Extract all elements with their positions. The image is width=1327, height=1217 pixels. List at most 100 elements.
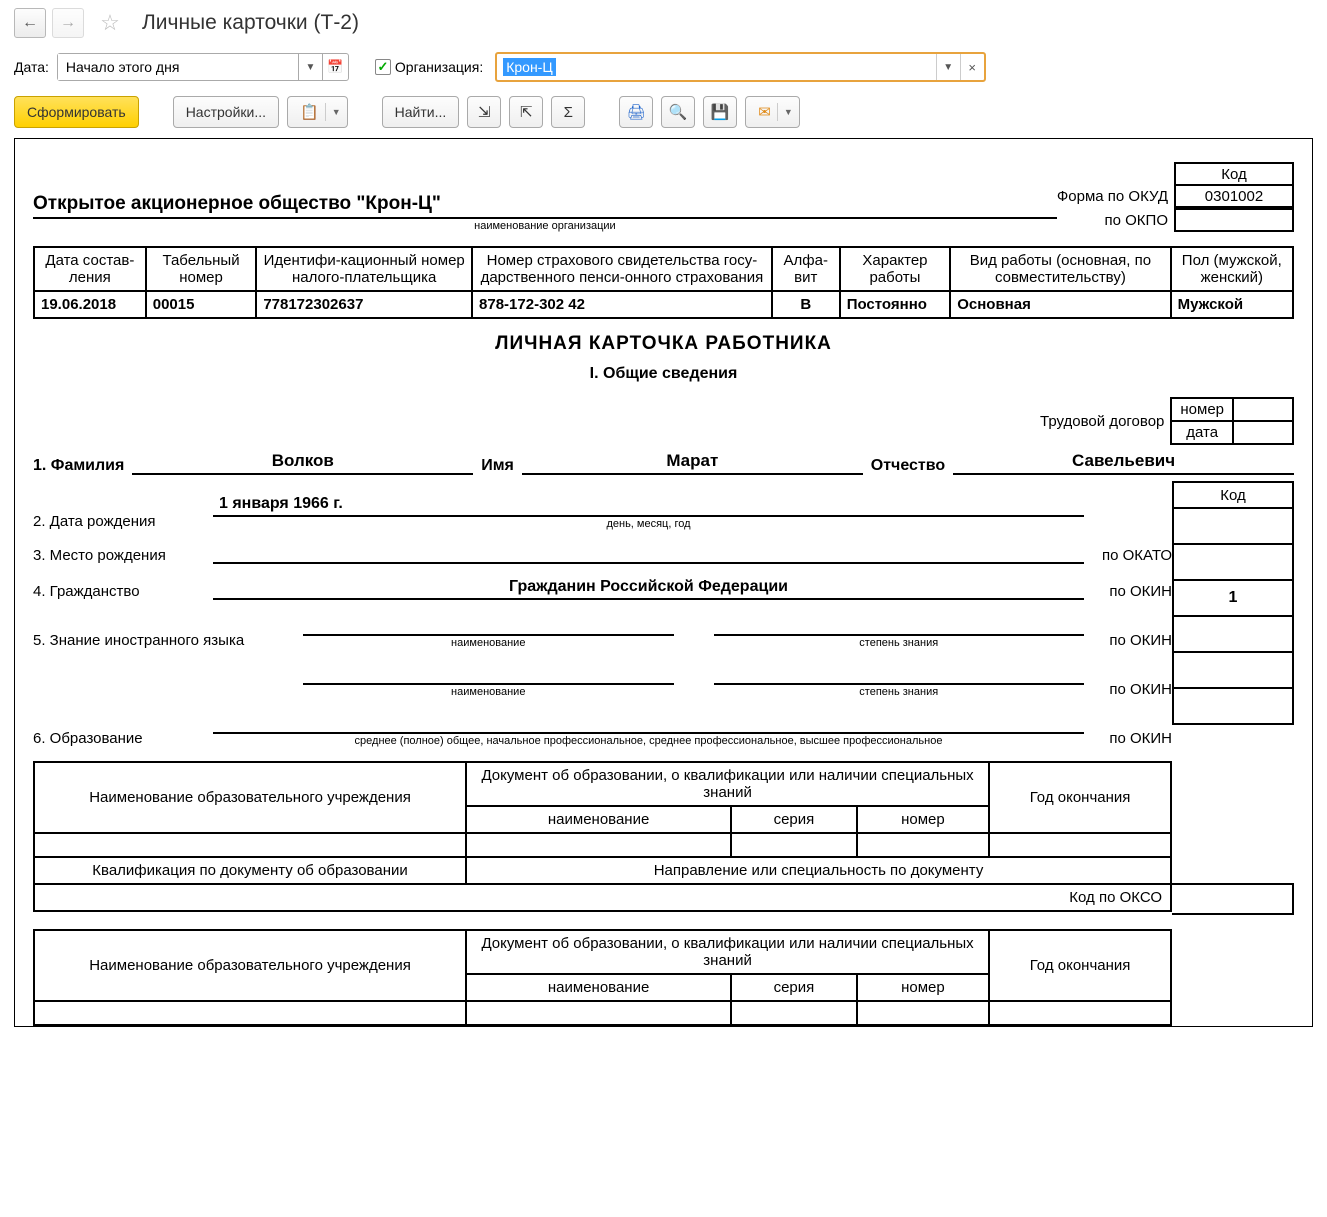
education-table-1: Наименование образовательного учреждения…	[33, 761, 1172, 885]
expand-button[interactable]: ⇲	[467, 96, 501, 128]
ht-val-6: Основная	[950, 291, 1170, 318]
ht-col-2: Идентифи-кационный номер налого-плательщ…	[256, 247, 472, 291]
edu2-sub1: наименование	[466, 974, 731, 1001]
edu1-sub2: серия	[731, 806, 857, 833]
contract-table: номер дата	[1170, 397, 1294, 445]
row4-label: 4. Гражданство	[33, 583, 213, 600]
row4-code-label: по ОКИН	[1092, 583, 1172, 600]
org-label: Организация:	[395, 59, 483, 75]
edu2-col2: Документ об образовании, о квалификации …	[466, 930, 989, 974]
ht-col-3: Номер страхового свидетельства госу-дарс…	[472, 247, 772, 291]
fam-label: 1. Фамилия	[33, 457, 124, 475]
ht-val-2: 778172302637	[256, 291, 472, 318]
edu1-dir: Направление или специальность по докумен…	[466, 857, 1171, 884]
print-button[interactable]: 🖨	[619, 96, 653, 128]
row5-sub2: степень знания	[714, 637, 1085, 649]
row6-code-label: по ОКИН	[1092, 730, 1172, 747]
code-r2	[1173, 508, 1293, 544]
date-field[interactable]: ▼ 📅	[57, 53, 349, 81]
date-label: Дата:	[14, 59, 49, 75]
patr-label: Отчество	[871, 457, 945, 475]
header-table: Дата состав-ления Табельный номер Иденти…	[33, 246, 1294, 319]
row5b-code-label: по ОКИН	[1092, 681, 1172, 698]
ht-val-3: 878-172-302 42	[472, 291, 772, 318]
org-value: Крон-Ц	[503, 58, 555, 76]
ht-val-1: 00015	[146, 291, 257, 318]
org-dropdown-icon[interactable]: ▼	[936, 54, 960, 80]
edu2-sub3: номер	[857, 974, 989, 1001]
contract-label: Трудовой договор	[1040, 413, 1164, 430]
edu1-qual: Квалификация по документу об образовании	[34, 857, 466, 884]
preview-button[interactable]: 🔍	[661, 96, 695, 128]
page-title: Личные карточки (Т-2)	[142, 11, 359, 35]
okud-label: Форма по ОКУД	[1057, 188, 1168, 205]
row3-label: 3. Место рождения	[33, 547, 213, 564]
nav-forward-button[interactable]: →	[52, 8, 84, 38]
nav-back-button[interactable]: ←	[14, 8, 46, 38]
edu1-sub3: номер	[857, 806, 989, 833]
row5-label: 5. Знание иностранного языка	[33, 632, 303, 649]
row2-label: 2. Дата рождения	[33, 513, 213, 530]
settings-button[interactable]: Настройки...	[173, 96, 279, 128]
org-field[interactable]: Крон-Ц ▼ ×	[495, 52, 985, 82]
row6-label: 6. Образование	[33, 730, 213, 747]
code-r5	[1173, 616, 1293, 652]
code-r5b	[1173, 652, 1293, 688]
document-area: Открытое акционерное общество "Крон-Ц" н…	[14, 138, 1313, 1027]
org-checkbox[interactable]: ✓	[375, 59, 391, 75]
calendar-icon[interactable]: 📅	[322, 54, 348, 80]
contract-date-label: дата	[1171, 421, 1233, 444]
edu1-sub1: наименование	[466, 806, 731, 833]
row3-value	[213, 544, 1084, 564]
collapse-button[interactable]: ⇱	[509, 96, 543, 128]
code-col-header: Код	[1173, 482, 1293, 508]
sum-button[interactable]: Σ	[551, 96, 585, 128]
row5b-sub2: степень знания	[714, 686, 1085, 698]
code-column: Код 1	[1172, 481, 1294, 725]
org-full-name: Открытое акционерное общество "Крон-Ц"	[33, 193, 1057, 219]
row5b-sub1: наименование	[303, 686, 674, 698]
org-sub-label: наименование организации	[33, 220, 1057, 232]
card-subtitle: I. Общие сведения	[33, 365, 1294, 383]
okso-cell-1	[1172, 883, 1294, 915]
edu2-col3: Год окончания	[989, 930, 1171, 1001]
row6-sub: среднее (полное) общее, начальное профес…	[213, 735, 1084, 747]
date-dropdown-icon[interactable]: ▼	[298, 54, 322, 80]
okso-label-1: Код по ОКСО	[1061, 885, 1170, 910]
okud-code: 0301002	[1174, 184, 1294, 208]
row5-code-label: по ОКИН	[1092, 632, 1172, 649]
ht-val-5: Постоянно	[840, 291, 951, 318]
edu1-col3: Год окончания	[989, 762, 1171, 833]
name-value: Марат	[522, 451, 863, 475]
patr-value: Савельевич	[953, 451, 1294, 475]
mail-button[interactable]: ✉▼	[745, 96, 800, 128]
ht-col-0: Дата состав-ления	[34, 247, 146, 291]
ht-col-5: Характер работы	[840, 247, 951, 291]
edu1-col1: Наименование образовательного учреждения	[34, 762, 466, 833]
find-button[interactable]: Найти...	[382, 96, 460, 128]
code-r4: 1	[1173, 580, 1293, 616]
date-input[interactable]	[58, 54, 298, 80]
okpo-label: по ОКПО	[1105, 212, 1169, 229]
org-clear-icon[interactable]: ×	[960, 54, 984, 80]
ht-col-6: Вид работы (основная, по совместительств…	[950, 247, 1170, 291]
ht-col-7: Пол (мужской, женский)	[1171, 247, 1293, 291]
row2-sub: день, месяц, год	[213, 518, 1084, 530]
ht-col-4: Алфа-вит	[772, 247, 840, 291]
row4-value: Гражданин Российской Федерации	[213, 578, 1084, 600]
contract-num-label: номер	[1171, 398, 1233, 421]
ht-val-4: В	[772, 291, 840, 318]
generate-button[interactable]: Сформировать	[14, 96, 139, 128]
name-label: Имя	[481, 457, 514, 475]
ht-val-7: Мужской	[1171, 291, 1293, 318]
card-title: ЛИЧНАЯ КАРТОЧКА РАБОТНИКА	[33, 333, 1294, 355]
row5-sub1: наименование	[303, 637, 674, 649]
code-r3	[1173, 544, 1293, 580]
paste-button[interactable]: 📋▼	[287, 96, 348, 128]
fam-value: Волков	[132, 451, 473, 475]
edu2-sub2: серия	[731, 974, 857, 1001]
save-button[interactable]: 💾	[703, 96, 737, 128]
favorite-star-icon[interactable]: ☆	[96, 9, 124, 37]
edu1-col2: Документ об образовании, о квалификации …	[466, 762, 989, 806]
edu2-col1: Наименование образовательного учреждения	[34, 930, 466, 1001]
